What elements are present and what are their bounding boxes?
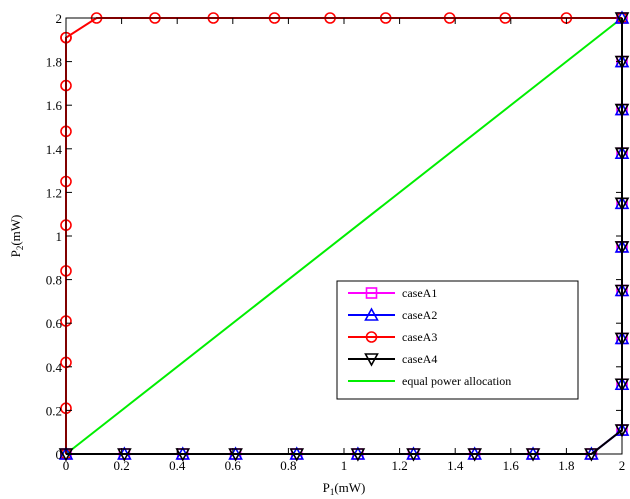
legend-marker (364, 307, 379, 321)
x-tick-label: 1.8 (558, 458, 574, 473)
y-tick-label: 1.6 (46, 98, 63, 113)
legend-label: caseA2 (402, 308, 437, 322)
legend: caseA1 caseA2 caseA3 caseA4 equal power allo… (336, 280, 579, 400)
x-tick-label: 1.2 (391, 458, 407, 473)
y-tick-label: 0.2 (46, 403, 62, 418)
x-axis-label-unit: (mW) (334, 480, 365, 495)
y-tick-label: 1.2 (46, 185, 62, 200)
y-tick-label: 0.8 (46, 273, 62, 288)
legend-marker (365, 331, 378, 343)
y-tick-label: 1 (56, 229, 63, 244)
y-axis-label: P2(mW) (8, 215, 25, 258)
x-tick-label: 0.8 (280, 458, 296, 473)
x-tick-label: 1 (341, 458, 348, 473)
x-axis-label: P1(mW) (323, 480, 366, 497)
x-tick-label: 1.4 (447, 458, 464, 473)
series-equal-power-allocation (65, 17, 623, 455)
y-tick-label: 0 (56, 447, 63, 462)
y-axis-label-unit: (mW) (8, 215, 23, 246)
legend-marker (365, 287, 378, 299)
x-axis-label-sub: 1 (330, 487, 335, 497)
y-tick-label: 2 (56, 11, 63, 26)
y-axis-label-sub: 2 (15, 246, 25, 251)
legend-label: caseA4 (402, 352, 437, 366)
legend-label: caseA1 (402, 286, 437, 300)
x-tick-label: 2 (619, 458, 626, 473)
x-tick-label: 1.6 (503, 458, 520, 473)
legend-label: caseA3 (402, 330, 437, 344)
ticks-layer: 0 0.2 0.4 0.6 0.8 1 1.2 1.4 1.6 1.8 2 0 0.2 0.4 0.6 0.8… (46, 11, 626, 473)
legend-label: equal power allocation (402, 374, 511, 388)
y-tick-label: 1.4 (46, 142, 63, 157)
y-tick-label: 0.4 (46, 360, 63, 375)
y-tick-label: 0.6 (46, 316, 63, 331)
x-tick-label: 0.2 (113, 458, 129, 473)
legend-box (336, 280, 579, 400)
x-axis-label-main: P (323, 480, 330, 495)
x-tick-label: 0.4 (169, 458, 186, 473)
legend-marker (364, 353, 379, 367)
y-tick-label: 1.8 (46, 55, 62, 70)
x-tick-label: 0.6 (225, 458, 242, 473)
series-line (65, 17, 623, 455)
x-tick-label: 0 (63, 458, 70, 473)
y-axis-label-main: P (8, 250, 23, 257)
